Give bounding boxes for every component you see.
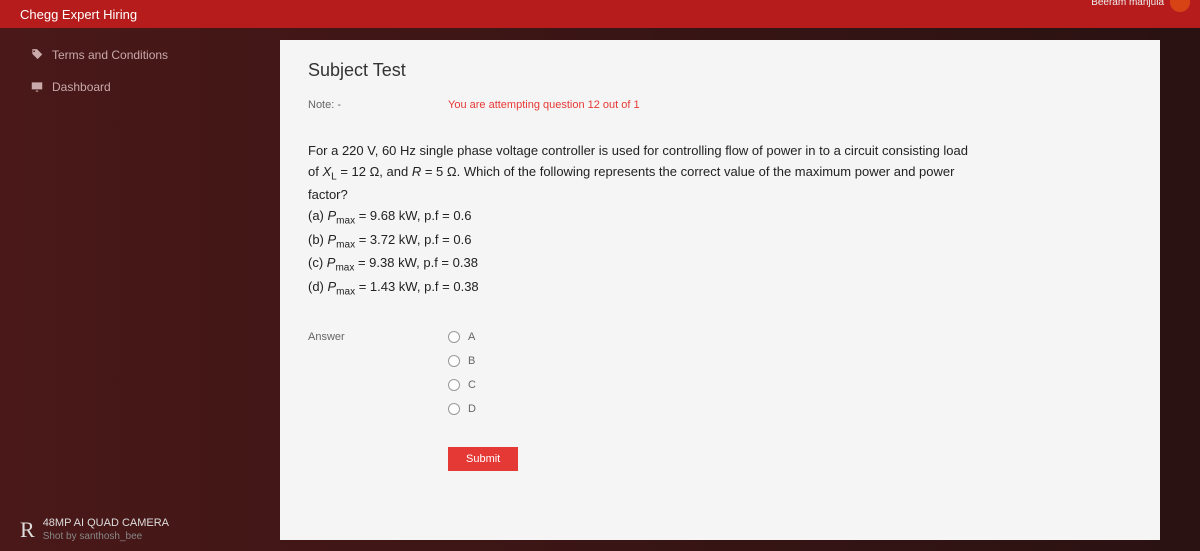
sidebar: Terms and Conditions Dashboard	[0, 28, 260, 551]
answer-label: Answer	[308, 331, 448, 427]
sidebar-item-dashboard[interactable]: Dashboard	[30, 80, 260, 94]
option-label: C	[468, 379, 476, 391]
question-text: For a 220 V, 60 Hz single phase voltage …	[308, 141, 978, 301]
user-name: Beeram manjula	[1091, 0, 1164, 8]
answer-block: Answer A B C D	[308, 331, 1132, 427]
option-b[interactable]: B	[448, 355, 476, 367]
main-panel: Subject Test Note: - You are attempting …	[280, 40, 1160, 540]
option-d[interactable]: D	[448, 403, 476, 415]
sidebar-item-label: Terms and Conditions	[52, 48, 168, 62]
sidebar-item-terms[interactable]: Terms and Conditions	[30, 48, 260, 62]
submit-button[interactable]: Submit	[448, 447, 518, 471]
radio-icon	[448, 331, 460, 343]
option-label: D	[468, 403, 476, 415]
header-user: Beeram manjula	[1091, 0, 1190, 12]
note-label: Note: -	[308, 99, 448, 111]
note-row: Note: - You are attempting question 12 o…	[308, 99, 1132, 111]
radio-icon	[448, 379, 460, 391]
app-header: Chegg Expert Hiring Beeram manjula	[0, 0, 1200, 28]
monitor-icon	[30, 80, 44, 94]
radio-icon	[448, 355, 460, 367]
option-a[interactable]: A	[448, 331, 476, 343]
tag-icon	[30, 48, 44, 62]
watermark-line2: Shot by santhosh_bee	[43, 531, 169, 543]
option-c[interactable]: C	[448, 379, 476, 391]
watermark-line1: 48MP AI QUAD CAMERA	[43, 517, 169, 530]
watermark-logo: R	[20, 517, 35, 543]
header-title: Chegg Expert Hiring	[20, 7, 1180, 22]
answer-options: A B C D	[448, 331, 476, 427]
avatar[interactable]	[1170, 0, 1190, 12]
option-label: A	[468, 331, 475, 343]
radio-icon	[448, 403, 460, 415]
page-title: Subject Test	[308, 60, 1132, 81]
note-text: You are attempting question 12 out of 1	[448, 99, 640, 111]
sidebar-item-label: Dashboard	[52, 80, 111, 94]
option-label: B	[468, 355, 475, 367]
camera-watermark: R 48MP AI QUAD CAMERA Shot by santhosh_b…	[20, 517, 169, 543]
